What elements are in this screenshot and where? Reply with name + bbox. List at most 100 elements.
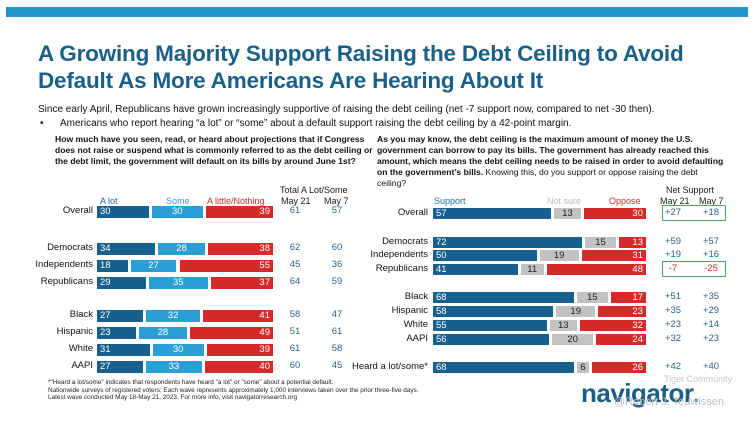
row-label-democrats: Democrats [382, 236, 428, 247]
page-title: A Growing Majority Support Raising the D… [38, 41, 684, 93]
total-may21-black: 58 [289, 309, 301, 320]
total-may7-democrats: 60 [331, 242, 343, 253]
net-may21-aapi: +32 [664, 333, 682, 344]
row-label-white: White [403, 319, 428, 330]
legend-support: Support [434, 196, 466, 206]
total-may7-republicans: 59 [331, 276, 343, 287]
total-may7-overall: 57 [331, 205, 343, 216]
bar-support-independents: 50 [433, 250, 537, 261]
bar-not-sure-hispanic: 19 [556, 306, 596, 317]
row-label-heard-a-lot-some: Heard a lot/some* [351, 361, 428, 372]
bar-oppose-aapi: 24 [596, 334, 646, 345]
logo-dot: . [693, 382, 700, 407]
footnote-3: Latest wave conducted May 18-May 21, 202… [48, 394, 298, 402]
bar-a-lot-independents: 18 [97, 260, 128, 272]
bar-oppose-overall: 30 [583, 208, 646, 219]
net-may7-democrats: +57 [702, 236, 720, 247]
net-may21-overall: +27 [664, 207, 682, 218]
row-label-black: Black [69, 309, 93, 320]
bar-a-little-nothing-independents: 55 [179, 260, 273, 272]
bar-a-lot-democrats: 34 [97, 243, 155, 255]
bar-support-hispanic: 58 [433, 306, 554, 317]
total-may7-independents: 36 [331, 259, 343, 270]
bar-not-sure-republicans: 11 [520, 264, 544, 275]
bullet-point: • Americans who report hearing “a lot” or… [40, 118, 571, 129]
bar-oppose-heard-a-lot-some: 26 [592, 362, 646, 373]
bar-support-overall: 57 [433, 208, 551, 219]
row-label-white: White [68, 343, 93, 354]
bar-oppose-democrats: 13 [619, 237, 646, 248]
bar-some-black: 32 [145, 310, 201, 322]
row-label-hispanic: Hispanic [56, 326, 93, 337]
bar-a-lot-overall: 30 [97, 206, 149, 218]
bar-some-hispanic: 28 [139, 327, 187, 339]
row-label-black: Black [404, 291, 428, 302]
bar-oppose-republicans: 48 [546, 264, 646, 275]
navigator-logo: navigator. [581, 378, 700, 409]
row-label-aapi: AAPI [406, 333, 428, 344]
row-label-overall: Overall [397, 207, 428, 218]
watermark-community: Tiger Community [664, 374, 733, 384]
left-question-text: How much have you seen, read, or heard a… [55, 134, 373, 166]
total-may7-hispanic: 61 [331, 326, 343, 337]
row-label-democrats: Democrats [47, 242, 93, 253]
bar-a-lot-republicans: 29 [97, 277, 146, 289]
footnotes: *"Heard a lot/some" indicates that respo… [48, 379, 418, 402]
bar-a-little-nothing-democrats: 38 [208, 243, 273, 255]
highlight-box-republicans [662, 261, 726, 277]
row-label-republicans: Republicans [40, 276, 93, 287]
right-question-bold: As you may know, the debt ceiling is the… [377, 134, 724, 177]
net-may7-black: +35 [702, 291, 720, 302]
net-may21-heard-a-lot-some: +42 [664, 361, 682, 372]
net-may21-democrats: +59 [664, 236, 682, 247]
net-may7-white: +14 [702, 319, 720, 330]
bar-a-lot-hispanic: 23 [97, 327, 137, 339]
left-question: How much have you seen, read, or heard a… [55, 134, 375, 167]
bar-some-independents: 27 [130, 260, 177, 272]
legend-not-sure: Not sure [547, 196, 582, 206]
bullet-text: Americans who report hearing “a lot” or … [60, 118, 572, 129]
net-may21-white: +23 [664, 319, 682, 330]
bar-some-republicans: 35 [148, 277, 208, 289]
bar-not-sure-independents: 19 [539, 250, 579, 261]
total-may21-democrats: 62 [289, 242, 301, 253]
total-may21-overall: 61 [289, 205, 301, 216]
net-may7-independents: +16 [702, 249, 720, 260]
total-may21-white: 61 [289, 343, 301, 354]
total-may7-white: 58 [331, 343, 343, 354]
net-may7-republicans: -25 [704, 263, 718, 274]
bar-not-sure-white: 13 [549, 320, 577, 331]
right-question-plain: Knowing this, do you support or oppose r… [377, 167, 698, 188]
total-may7-black: 47 [331, 309, 343, 320]
bar-some-overall: 30 [151, 206, 203, 218]
total-may7-aapi: 45 [331, 360, 343, 371]
total-col-may7: May 7 [324, 196, 349, 206]
bar-support-heard-a-lot-some: 68 [433, 362, 574, 373]
net-may7-heard-a-lot-some: +40 [702, 361, 720, 372]
net-may21-black: +51 [664, 291, 682, 302]
top-accent-bar [6, 7, 748, 17]
net-may7-aapi: +23 [702, 333, 720, 344]
bar-some-aapi: 33 [145, 361, 202, 373]
bar-a-little-nothing-white: 39 [206, 344, 273, 356]
highlight-box-overall [662, 205, 726, 221]
legend-a-little-nothing: A little/Nothing [207, 196, 265, 206]
bar-support-black: 68 [433, 292, 574, 303]
legend-oppose: Oppose [609, 196, 641, 206]
bar-not-sure-black: 15 [576, 292, 608, 303]
bar-not-sure-aapi: 20 [551, 334, 594, 345]
bar-a-little-nothing-republicans: 37 [210, 277, 273, 289]
net-col-may21: May 21 [660, 196, 690, 206]
subtitle: Since early April, Republicans have grow… [38, 104, 655, 115]
bullet-icon: • [40, 118, 44, 129]
legend-some: Some [166, 196, 190, 206]
bar-not-sure-democrats: 15 [585, 237, 617, 248]
row-label-independents: Independents [370, 249, 428, 260]
bar-a-little-nothing-aapi: 40 [205, 361, 273, 373]
footnote-1: *"Heard a lot/some" indicates that respo… [48, 379, 334, 386]
total-may21-aapi: 60 [289, 360, 301, 371]
total-header: Total A Lot/Some [280, 185, 348, 195]
total-may21-republicans: 64 [289, 276, 301, 287]
legend-a-lot: A lot [100, 196, 118, 206]
bar-support-democrats: 72 [433, 237, 583, 248]
